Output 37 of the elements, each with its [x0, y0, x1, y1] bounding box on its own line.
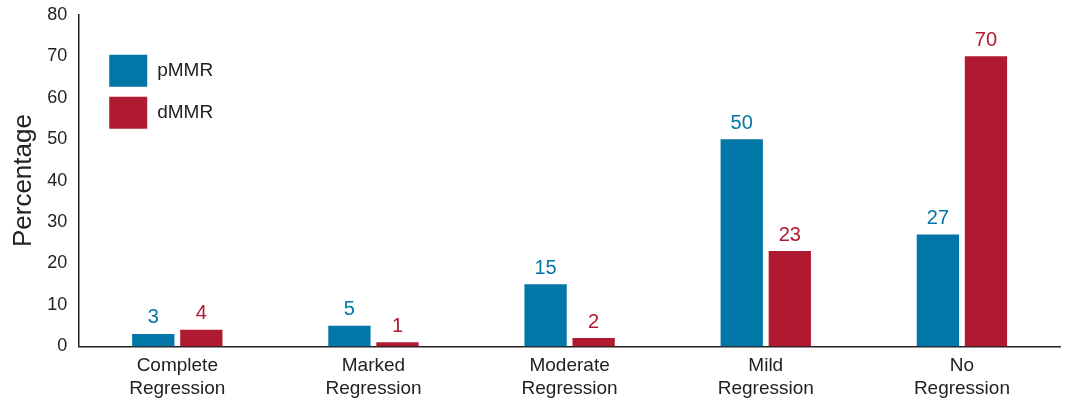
data-label: 50 — [730, 110, 753, 133]
bar — [964, 56, 1008, 347]
y-tick-label: 70 — [47, 45, 68, 66]
y-tick-label: 60 — [47, 86, 68, 107]
bar — [720, 139, 763, 347]
legend-label: dMMR — [157, 101, 214, 123]
bar — [328, 325, 371, 347]
data-label: 1 — [391, 313, 404, 336]
data-label: 15 — [534, 255, 557, 278]
bar — [132, 333, 175, 347]
x-tick-label: No Regression — [913, 354, 1010, 398]
bar — [572, 338, 615, 347]
data-label: 2 — [588, 309, 600, 332]
y-tick-label: 80 — [47, 3, 68, 24]
bar — [916, 234, 960, 347]
data-label: 70 — [974, 27, 998, 50]
y-tick-label: 10 — [47, 293, 68, 314]
y-tick-label: 20 — [47, 252, 68, 273]
x-tick-label: Marked Regression — [325, 354, 422, 398]
bar — [768, 251, 811, 347]
bar — [180, 329, 223, 347]
y-tick-label: 30 — [47, 211, 68, 232]
y-tick-label: 0 — [57, 335, 68, 356]
y-axis-title: Percentage — [6, 114, 37, 248]
legend-label: pMMR — [157, 59, 214, 81]
bar — [376, 342, 419, 347]
data-label: 5 — [343, 297, 355, 320]
data-label: 27 — [926, 206, 950, 228]
bar — [524, 284, 567, 347]
y-tick-label: 50 — [47, 128, 68, 149]
y-tick-label: 40 — [47, 169, 68, 190]
x-tick-label: Moderate Regression — [521, 354, 618, 398]
data-label: 3 — [147, 305, 159, 328]
data-label: 23 — [778, 222, 801, 245]
data-label: 4 — [195, 301, 207, 324]
x-tick-label: Mild Regression — [717, 354, 814, 398]
x-tick-label: Complete Regression — [129, 354, 226, 398]
